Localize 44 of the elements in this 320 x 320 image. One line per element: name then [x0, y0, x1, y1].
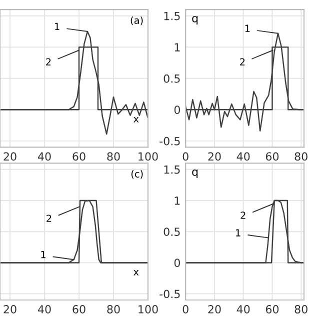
- x-tick-label: 20: [4, 152, 16, 161]
- annotation: 2: [240, 58, 245, 66]
- x-tick-label: 80: [107, 305, 120, 314]
- y-axis-title: q: [192, 170, 198, 178]
- x-tick-label: 20: [4, 305, 16, 314]
- y-tick-label: 1.5: [164, 12, 180, 20]
- y-tick-label: -0.5: [160, 136, 180, 146]
- annotation: 1: [55, 22, 60, 30]
- x-tick-label: 80: [107, 152, 120, 161]
- y-tick-label: 0: [174, 106, 180, 114]
- x-tick-label: 40: [38, 305, 51, 314]
- annotation: 1: [236, 229, 240, 236]
- annotation: 2: [240, 212, 246, 219]
- text: (c): [131, 170, 143, 179]
- x-tick-label: 80: [294, 152, 308, 161]
- x-tick-label: 60: [72, 152, 86, 161]
- x-tick-label: 80: [294, 305, 308, 314]
- x-tick-label: 100: [138, 152, 158, 161]
- x-tick-label: 0: [182, 305, 188, 314]
- y-tick-label: 0.5: [164, 74, 180, 83]
- y-axis-title: q: [192, 16, 198, 24]
- y-tick-label: -0.5: [160, 290, 180, 298]
- annotation: 1: [245, 24, 250, 32]
- x-tick-label: 20: [208, 305, 221, 314]
- x-tick-label: 100: [138, 305, 158, 314]
- x-tick-label: 60: [266, 152, 279, 161]
- x-tick-label: 60: [266, 305, 279, 314]
- y-tick-label: 0: [174, 258, 180, 268]
- annotation: 2: [46, 58, 51, 66]
- x-axis-title: x: [134, 270, 139, 276]
- x-tick-label: 40: [38, 152, 51, 161]
- x-tick-label: 60: [72, 305, 86, 314]
- x-tick-label: 0: [182, 152, 188, 161]
- x-tick-label: 40: [236, 305, 250, 314]
- x-axis-title: x: [134, 117, 139, 122]
- x-tick-label: 20: [208, 152, 221, 161]
- x-tick-label: 40: [236, 152, 250, 161]
- annotation: 1: [41, 251, 46, 258]
- y-tick-label: 1.5: [164, 166, 180, 174]
- annotation: 2: [46, 214, 52, 222]
- y-tick-label: 1: [174, 43, 180, 52]
- y-tick-label: 1: [174, 196, 180, 205]
- y-tick-label: 0.5: [164, 228, 180, 236]
- text: (a): [130, 16, 143, 26]
